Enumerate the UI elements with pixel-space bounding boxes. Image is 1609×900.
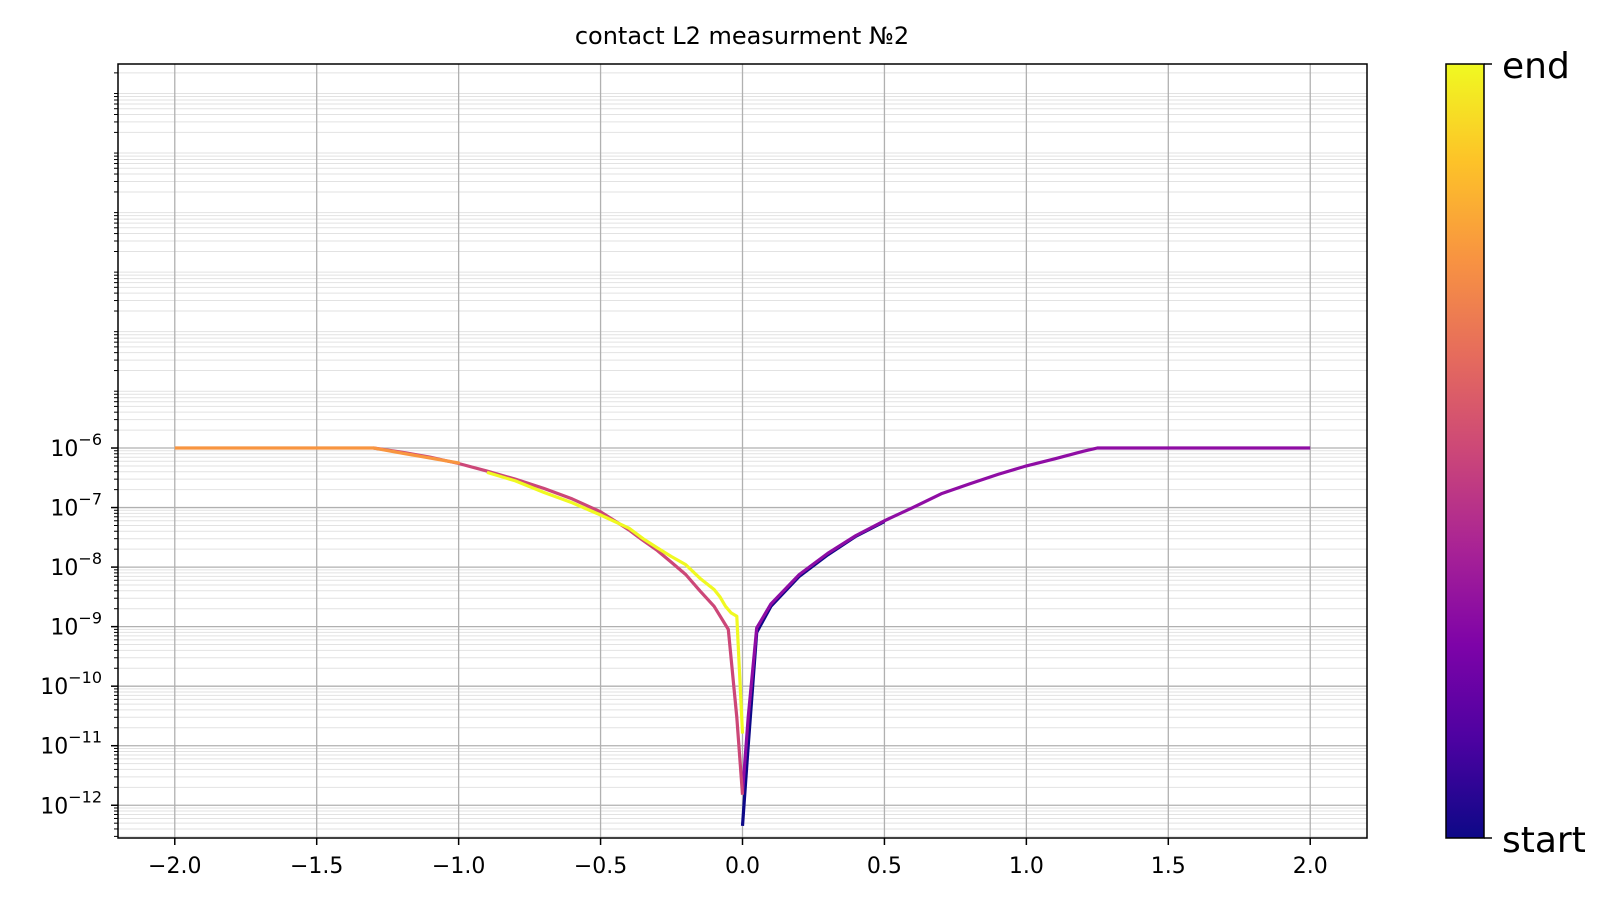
x-tick-label: −0.5 [574, 854, 627, 879]
x-tick-label: 2.0 [1293, 854, 1328, 879]
y-axis: 10−12 10−11 10−10 10−9 10−8 10−7 10−6 [40, 72, 118, 837]
colorbar-label-start: start [1502, 820, 1586, 861]
x-tick-label: 0.0 [725, 854, 760, 879]
y-tick-label: 10−11 [40, 728, 102, 760]
y-tick-label: 10−9 [50, 609, 102, 641]
x-tick-label: −1.0 [432, 854, 485, 879]
x-tick-label: 1.5 [1151, 854, 1186, 879]
colorbar-label-end: end [1502, 46, 1570, 87]
series-line [486, 470, 745, 734]
y-tick-label: 10−10 [40, 668, 102, 700]
series-line [373, 446, 745, 795]
x-tick-label: 0.5 [867, 854, 902, 879]
y-tick-label: 10−12 [40, 787, 102, 819]
x-tick-label: −2.0 [148, 854, 201, 879]
x-tick-label: 1.0 [1009, 854, 1044, 879]
chart-title: contact L2 measurment №2 [575, 22, 909, 50]
y-tick-label: 10−7 [50, 490, 102, 522]
x-tick-label: −1.5 [290, 854, 343, 879]
series-layer [174, 446, 1311, 827]
y-tick-label: 10−6 [50, 430, 102, 462]
series-line [740, 446, 1311, 794]
series-line [174, 446, 461, 465]
x-axis: −2.0 −1.5 −1.0 −0.5 0.0 0.5 1.0 1.5 2.0 [148, 838, 1328, 879]
colorbar [1445, 63, 1485, 839]
y-tick-label: 10−8 [50, 549, 102, 581]
